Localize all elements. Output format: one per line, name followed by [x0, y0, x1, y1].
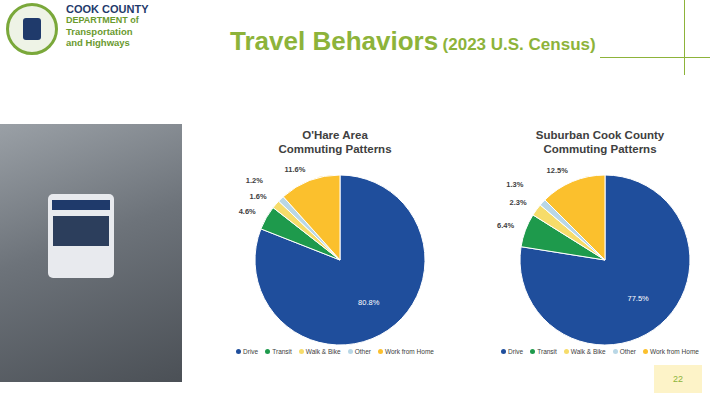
- html-text:Drive: Drive: [243, 348, 259, 355]
- html-text:Drive: Drive: [508, 348, 524, 355]
- svg-text:4.6%: 4.6%: [239, 207, 256, 216]
- svg-text:1.3%: 1.3%: [506, 180, 523, 189]
- html-text:O'Hare Area Commuting Patterns: O'Hare Area Commuting Patterns: [278, 129, 392, 155]
- html-text:Suburban Cook County Commuting: Suburban Cook County Commuting Patterns: [535, 129, 665, 155]
- svg-text:1.2%: 1.2%: [246, 176, 263, 185]
- svg-text:2.3%: 2.3%: [510, 198, 527, 207]
- svg-text:77.5%: 77.5%: [627, 294, 649, 303]
- html-text:Other: Other: [619, 348, 636, 355]
- html-text:DEPARTMENT of: DEPARTMENT of: [66, 15, 139, 25]
- html-text:Travel Behaviors(2023 U.S. Cen: Travel Behaviors(2023 U.S. Census): [230, 26, 596, 56]
- html-text:and Highways: and Highways: [66, 37, 130, 48]
- html-text:Work from Home: Work from Home: [384, 348, 434, 355]
- svg-text:80.8%: 80.8%: [358, 298, 380, 307]
- html-text:Transportation: Transportation: [66, 26, 133, 37]
- html-text:Transit: Transit: [537, 348, 557, 355]
- html-text:22: 22: [673, 374, 683, 384]
- svg-text:1.6%: 1.6%: [250, 192, 267, 201]
- html-text:COOK COUNTY: COOK COUNTY: [66, 3, 149, 15]
- html-text:Walk & Bike: Walk & Bike: [305, 348, 341, 355]
- html-text:Other: Other: [354, 348, 371, 355]
- html-text:Transit: Transit: [272, 348, 292, 355]
- svg-text:6.4%: 6.4%: [497, 221, 514, 230]
- html-text:Walk & Bike: Walk & Bike: [570, 348, 606, 355]
- svg-text:11.6%: 11.6%: [285, 165, 306, 174]
- svg-text:12.5%: 12.5%: [547, 166, 569, 175]
- html-text:Work from Home: Work from Home: [649, 348, 699, 355]
